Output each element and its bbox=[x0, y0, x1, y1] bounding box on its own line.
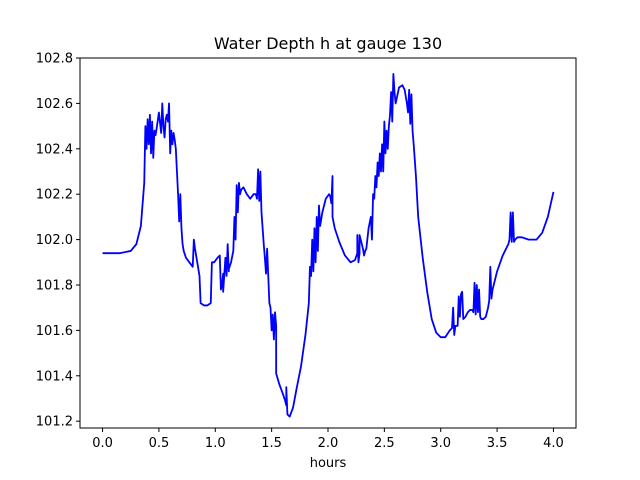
y-tick-label: 102.8 bbox=[36, 52, 73, 67]
x-axis: 0.0 0.5 1.0 1.5 2.0 2.5 3.0 3.5 4.0 bbox=[92, 428, 564, 451]
x-tick-label: 2.5 bbox=[374, 436, 395, 451]
x-tick-label: 3.5 bbox=[487, 436, 508, 451]
y-tick-label: 101.2 bbox=[36, 415, 73, 430]
x-axis-label: hours bbox=[310, 456, 347, 471]
x-tick-label: 1.0 bbox=[205, 436, 226, 451]
x-tick-label: 0.0 bbox=[92, 436, 113, 451]
y-tick-label: 102.0 bbox=[36, 233, 73, 248]
y-tick-label: 102.2 bbox=[36, 188, 73, 203]
x-tick-label: 0.5 bbox=[149, 436, 170, 451]
y-tick-label: 101.8 bbox=[36, 278, 73, 293]
x-tick-label: 3.0 bbox=[430, 436, 451, 451]
x-tick-label: 2.0 bbox=[318, 436, 339, 451]
y-tick-label: 102.6 bbox=[36, 97, 73, 112]
x-tick-label: 4.0 bbox=[543, 436, 564, 451]
series-line-water-depth bbox=[102, 72, 555, 418]
x-tick-label: 1.5 bbox=[261, 436, 282, 451]
chart-title: Water Depth h at gauge 130 bbox=[214, 34, 442, 53]
y-axis: 101.2 101.4 101.6 101.8 102.0 102.2 102.4 102.6… bbox=[36, 52, 80, 430]
y-tick-label: 101.6 bbox=[36, 324, 73, 339]
y-tick-label: 102.4 bbox=[36, 142, 73, 157]
y-tick-label: 101.4 bbox=[36, 369, 73, 384]
